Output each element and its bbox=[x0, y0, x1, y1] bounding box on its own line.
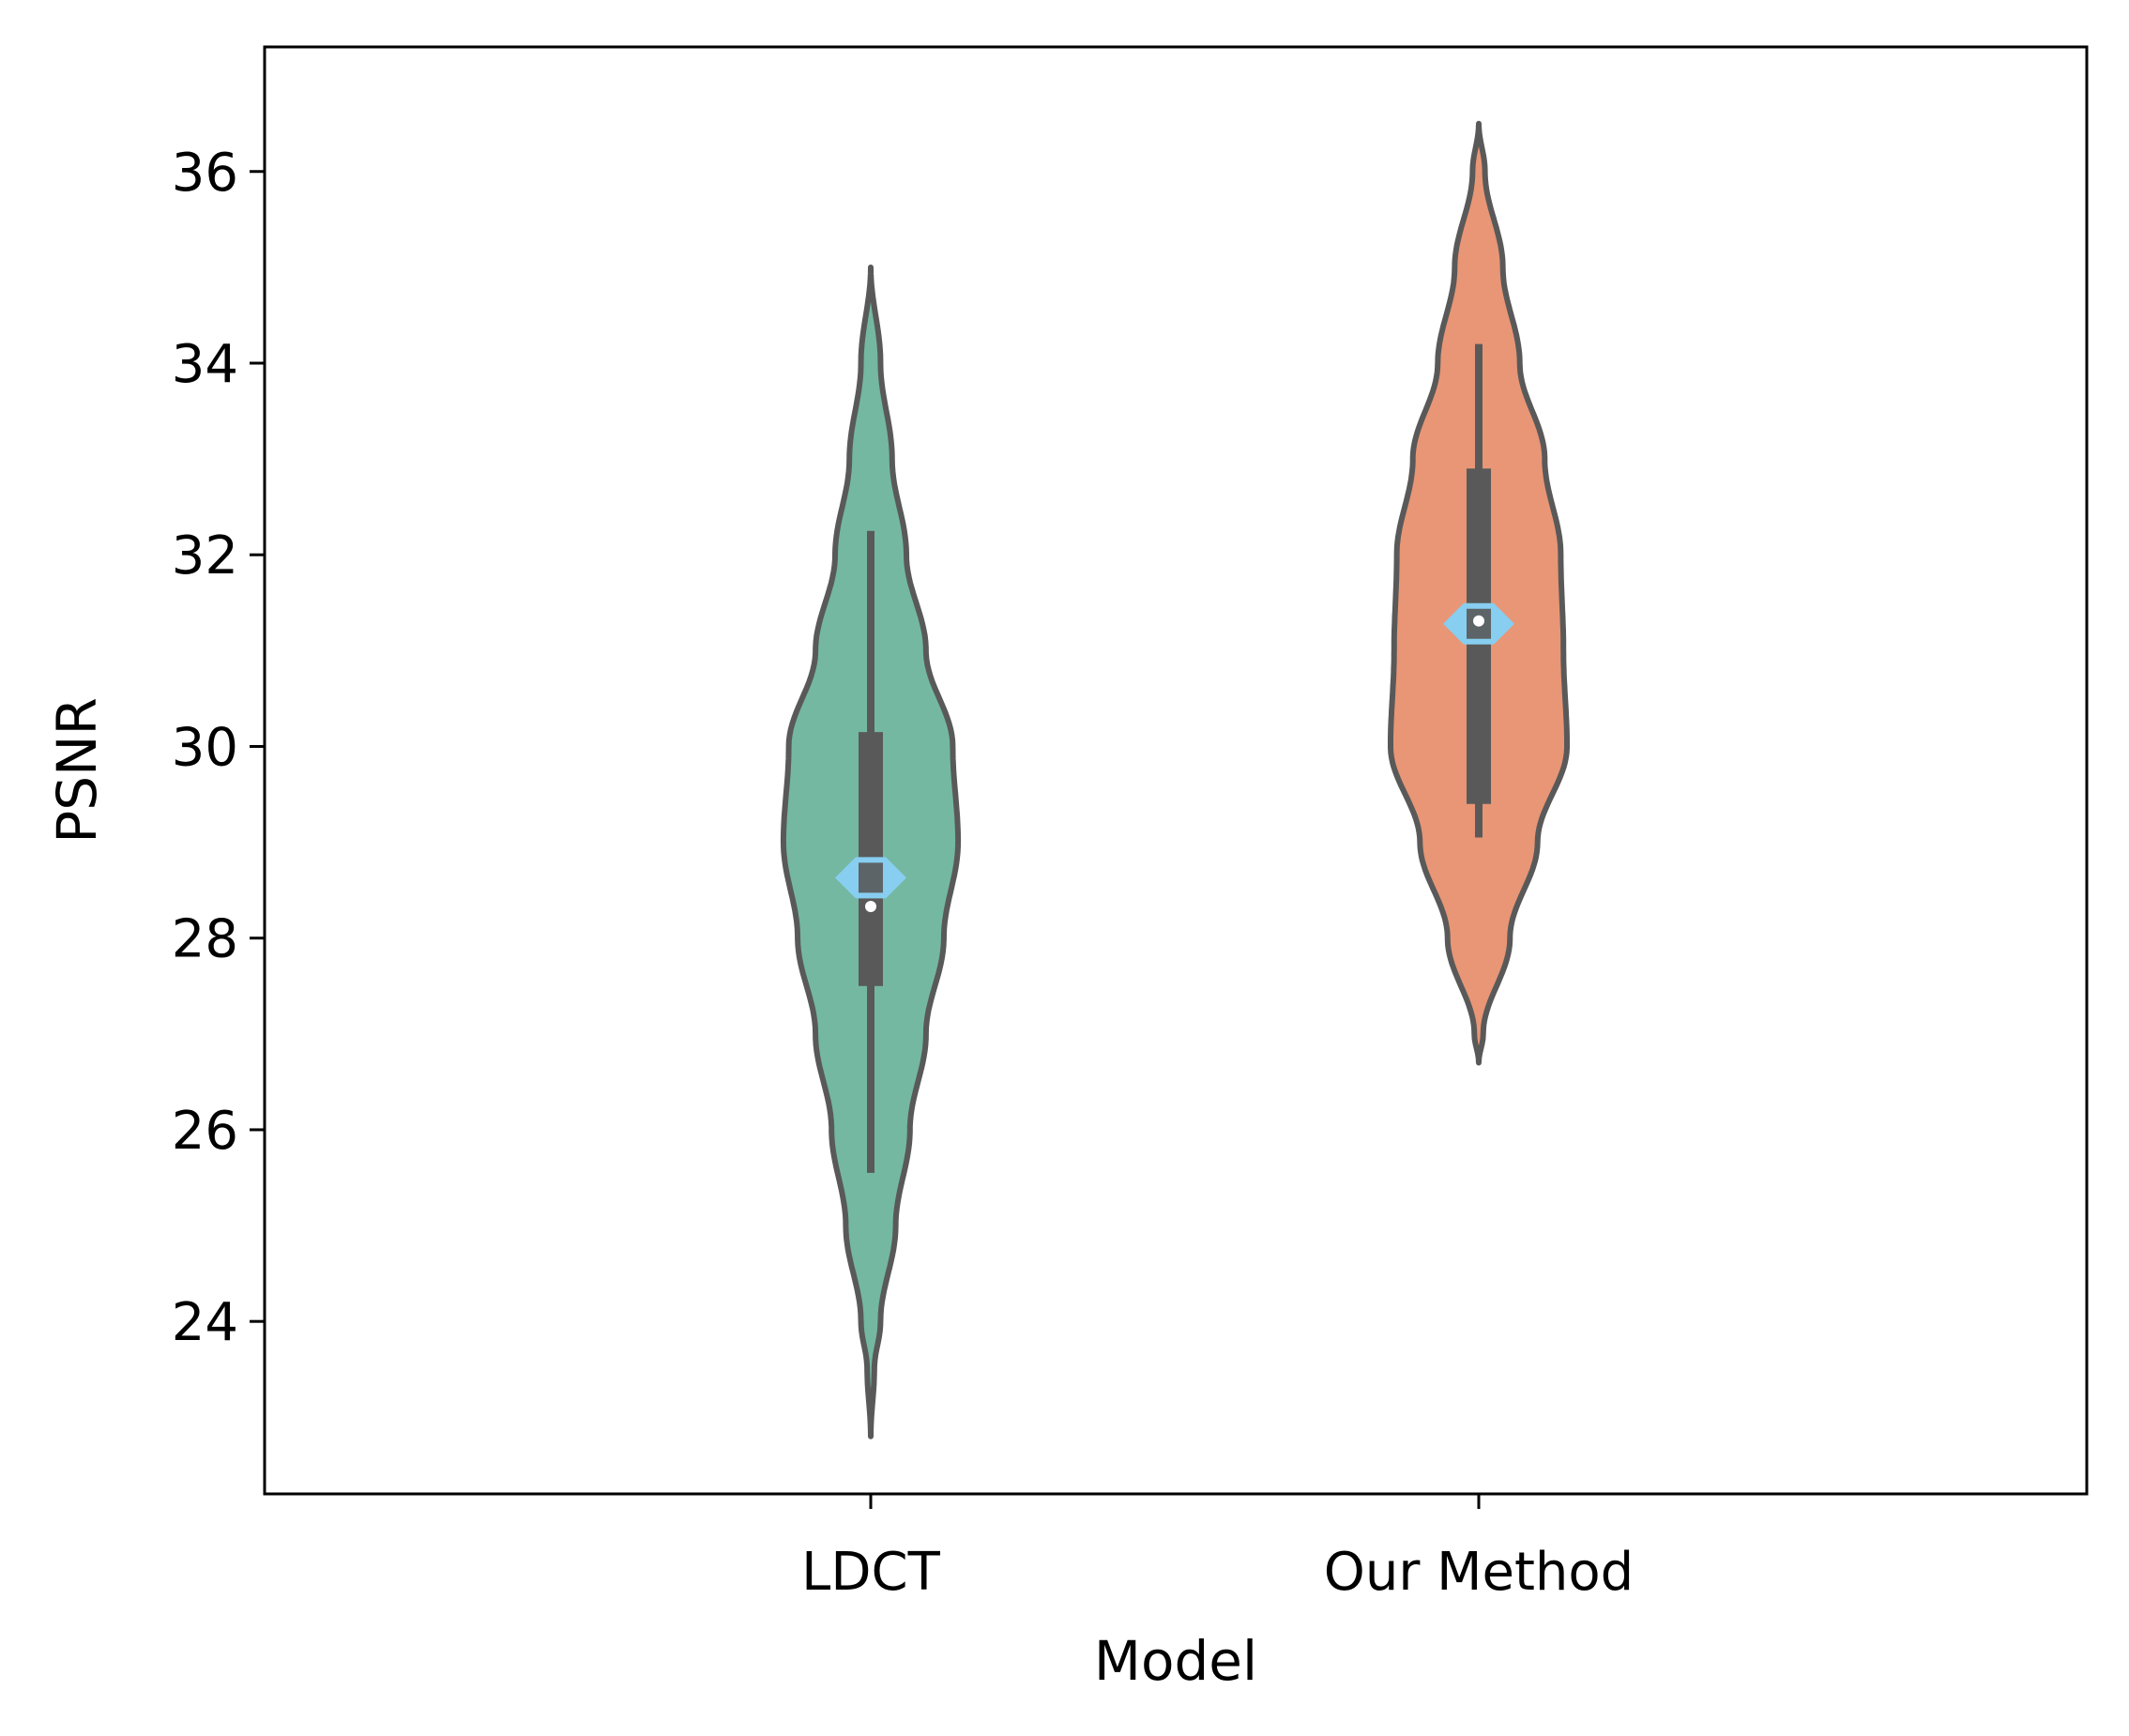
y-tick-label: 34 bbox=[172, 334, 238, 395]
x-axis-label: Model bbox=[1094, 1629, 1257, 1693]
y-tick-label: 30 bbox=[172, 717, 238, 778]
violin-our-method bbox=[1388, 120, 1570, 1066]
axes-layer: 24 26 28 30 32 34 36 LDCT Our Method bbox=[172, 143, 1634, 1603]
x-tick-label: LDCT bbox=[801, 1542, 940, 1603]
median-marker bbox=[1473, 615, 1484, 627]
y-tick-label: 26 bbox=[172, 1101, 238, 1162]
y-axis-label: PSNR bbox=[45, 697, 109, 843]
x-tick-label: Our Method bbox=[1324, 1542, 1634, 1603]
y-tick-label: 32 bbox=[172, 525, 238, 586]
y-tick-label: 36 bbox=[172, 143, 238, 204]
box-overlay bbox=[859, 862, 883, 893]
median-marker bbox=[865, 901, 876, 913]
y-tick-label: 24 bbox=[172, 1292, 238, 1353]
violin-layer bbox=[780, 120, 1570, 1439]
y-tick-label: 28 bbox=[172, 909, 238, 970]
violin-ldct bbox=[780, 264, 962, 1439]
plot-frame bbox=[263, 45, 2089, 1496]
